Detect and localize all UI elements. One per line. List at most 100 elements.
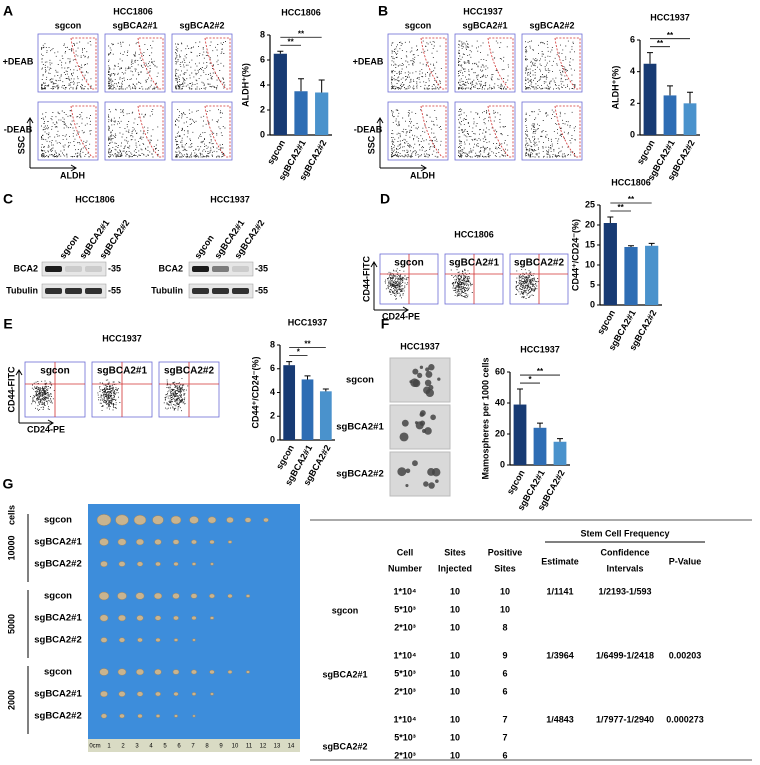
panel-label: F xyxy=(381,316,390,332)
flow-plot xyxy=(171,101,233,161)
table-cell: 2*10³ xyxy=(394,750,416,760)
flow-events xyxy=(30,380,55,411)
error-bar xyxy=(607,216,614,223)
marker-label: -55 xyxy=(108,285,121,295)
panel-title: HCC1806 xyxy=(113,6,153,16)
y-tick-label: 0 xyxy=(590,299,595,309)
marker-label: -35 xyxy=(108,263,121,273)
table-header: Cell xyxy=(397,547,414,557)
sphere xyxy=(425,367,430,372)
y-tick-label: 0 xyxy=(270,434,275,444)
tumor xyxy=(246,670,250,674)
sphere xyxy=(425,388,434,398)
flow-events xyxy=(175,108,226,158)
table-cell: 1*10⁴ xyxy=(394,714,417,724)
y-tick-label: 4 xyxy=(270,387,275,397)
sphere xyxy=(417,372,423,379)
table-header: P-Value xyxy=(669,556,702,566)
lane-label: sgcon xyxy=(57,233,80,260)
table-group-name: sgBCA2#2 xyxy=(322,741,367,751)
ruler-label: 0cm xyxy=(89,744,100,750)
panel-label: B xyxy=(378,3,388,19)
row-label: +DEAB xyxy=(3,56,34,66)
bar xyxy=(319,391,332,440)
gate xyxy=(204,37,231,90)
flow-events xyxy=(175,41,226,90)
blot-title: HCC1937 xyxy=(210,194,250,204)
protein-label: BCA2 xyxy=(158,263,183,273)
column-label: sgBCA2#2 xyxy=(514,258,564,269)
flow-events xyxy=(391,109,442,158)
y-tick-label: 6 xyxy=(630,34,635,44)
tumor xyxy=(209,539,215,545)
tumor xyxy=(172,539,180,545)
row-label: sgBCA2#2 xyxy=(336,469,384,480)
flow-plot xyxy=(521,101,583,161)
chart-title: HCC1806 xyxy=(281,7,321,17)
y-tick-label: 20 xyxy=(495,428,505,438)
tumor xyxy=(173,638,179,642)
y-tick-label: 8 xyxy=(260,29,265,39)
sphere xyxy=(405,468,411,474)
tumor xyxy=(117,538,127,546)
chart-title: HCC1937 xyxy=(650,12,690,22)
error-bar xyxy=(667,85,673,96)
table-cell: 10 xyxy=(450,750,460,760)
chart-title: HCC1937 xyxy=(288,317,328,327)
band xyxy=(85,288,102,294)
table-cell: 10 xyxy=(450,714,460,724)
axis-arrow xyxy=(370,261,409,314)
tumor xyxy=(135,592,145,600)
ruler-label: 10 xyxy=(232,744,239,750)
sphere xyxy=(424,427,432,435)
gate xyxy=(554,37,581,90)
row-label: +DEAB xyxy=(353,56,384,66)
flow-plot xyxy=(37,33,99,93)
tumor xyxy=(118,561,126,567)
flow-plot xyxy=(387,33,449,93)
ruler-label: 11 xyxy=(246,744,253,750)
tumor xyxy=(155,561,161,567)
row-label: -DEAB xyxy=(4,124,33,134)
tumor xyxy=(136,691,144,697)
column-label: sgBCA2#1 xyxy=(97,366,147,377)
sphere xyxy=(410,378,419,387)
y-tick-label: 6 xyxy=(270,363,275,373)
blot-title: HCC1806 xyxy=(75,194,115,204)
y-axis-label: CD44⁺/CD24⁻(%) xyxy=(250,356,260,428)
bar xyxy=(603,223,617,305)
axis-arrow xyxy=(376,117,427,172)
group-count: 2000 xyxy=(6,690,16,710)
tumor xyxy=(118,637,126,643)
tumor xyxy=(152,515,164,525)
gate xyxy=(137,37,164,90)
row-label: sgcon xyxy=(44,667,72,678)
significance-label: ** xyxy=(288,37,295,46)
x-axis-label: ALDH xyxy=(60,170,85,180)
tumor xyxy=(136,538,144,546)
tumor xyxy=(117,668,127,676)
y-tick-label: 2 xyxy=(270,411,275,421)
significance-label: ** xyxy=(304,340,311,349)
ruler-label: 8 xyxy=(205,744,209,750)
marker-label: -55 xyxy=(255,285,268,295)
table-header: Intervals xyxy=(606,563,643,573)
gate xyxy=(137,105,164,158)
error-bar xyxy=(322,388,329,392)
table-cell: 1/3964 xyxy=(546,650,574,660)
band xyxy=(65,266,82,272)
flow-events xyxy=(391,40,442,90)
table-cell: 1/2193-1/593 xyxy=(598,586,651,596)
tumor xyxy=(137,713,143,719)
sphere xyxy=(397,467,407,477)
significance-label: ** xyxy=(628,195,635,204)
tumor xyxy=(191,692,197,696)
protein-label: Tubulin xyxy=(6,285,38,295)
tumor xyxy=(209,669,215,675)
gate xyxy=(487,37,514,90)
axis-arrow xyxy=(26,117,77,172)
panel-title: HCC1937 xyxy=(400,341,440,351)
y-tick-label: 4 xyxy=(260,79,265,89)
table-header: Number xyxy=(388,563,423,573)
error-bar xyxy=(277,50,284,54)
